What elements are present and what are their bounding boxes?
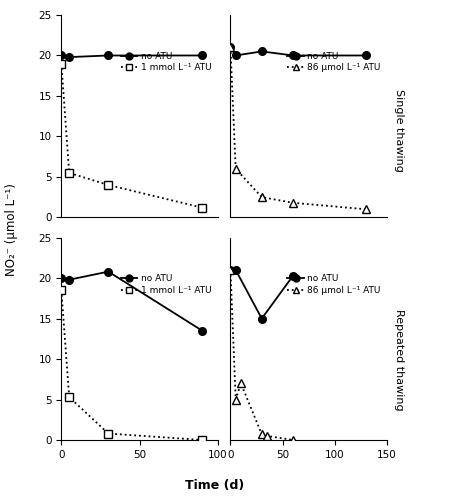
Legend: no ATU, 86 μmol L⁻¹ ATU: no ATU, 86 μmol L⁻¹ ATU (286, 50, 382, 74)
Text: Time (d): Time (d) (185, 480, 244, 492)
Text: Single thawing: Single thawing (394, 88, 404, 172)
Legend: no ATU, 86 μmol L⁻¹ ATU: no ATU, 86 μmol L⁻¹ ATU (286, 272, 382, 297)
Text: NO₂⁻ (μmol L⁻¹): NO₂⁻ (μmol L⁻¹) (5, 184, 18, 276)
Text: Repeated thawing: Repeated thawing (394, 309, 404, 411)
Legend: no ATU, 1 mmol L⁻¹ ATU: no ATU, 1 mmol L⁻¹ ATU (119, 272, 213, 297)
Legend: no ATU, 1 mmol L⁻¹ ATU: no ATU, 1 mmol L⁻¹ ATU (119, 50, 213, 74)
